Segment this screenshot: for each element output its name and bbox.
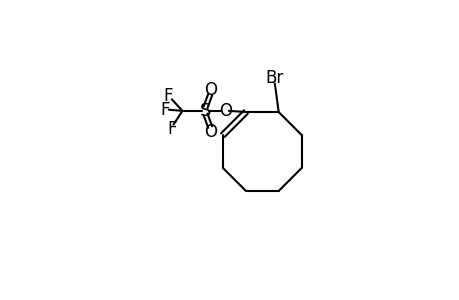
Text: F: F	[163, 87, 173, 105]
Text: O: O	[203, 123, 216, 141]
Text: Br: Br	[265, 69, 283, 87]
Text: O: O	[218, 102, 231, 120]
Text: O: O	[203, 81, 216, 99]
Text: S: S	[199, 102, 211, 120]
Text: F: F	[160, 101, 169, 119]
Text: F: F	[167, 120, 176, 138]
